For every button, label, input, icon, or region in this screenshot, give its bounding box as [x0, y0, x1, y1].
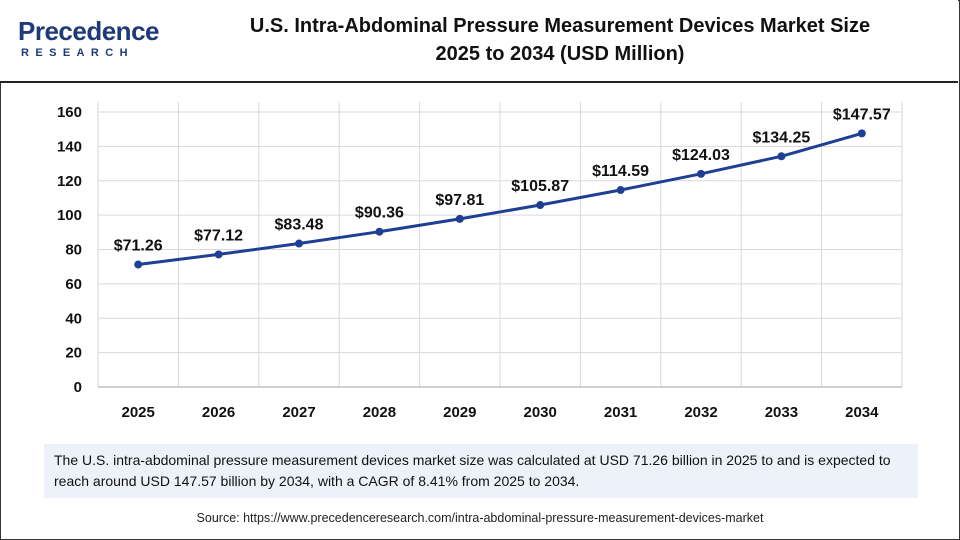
chart-title: U.S. Intra-Abdominal Pressure Measuremen…: [180, 12, 940, 68]
logo-letter-p: P: [18, 16, 35, 46]
data-point: [214, 250, 223, 259]
data-label: $97.81: [435, 192, 484, 209]
data-label: $124.03: [672, 147, 730, 164]
precedence-research-logo: Precedence RESEARCH: [18, 16, 163, 64]
logo-word-rest: recedence: [34, 16, 160, 46]
y-axis-tick-labels: 0 20 40 60 80 100 120 140 160: [57, 104, 82, 396]
data-point: [134, 260, 143, 269]
data-point: [857, 129, 866, 138]
x-tick-label: 2033: [765, 404, 798, 421]
y-tick-label: 80: [65, 242, 82, 259]
data-point: [777, 152, 786, 161]
grid-lines: [97, 102, 903, 387]
x-tick-label: 2030: [524, 404, 557, 421]
x-tick-label: 2029: [443, 404, 476, 421]
data-point: [616, 186, 625, 195]
data-label: $71.26: [114, 238, 163, 255]
data-label: $114.59: [592, 163, 649, 180]
x-tick-label: 2028: [363, 404, 396, 421]
chart-title-line1: U.S. Intra-Abdominal Pressure Measuremen…: [249, 15, 871, 37]
x-tick-label: 2031: [604, 404, 637, 421]
y-tick-label: 40: [65, 310, 82, 327]
data-label: $90.36: [355, 205, 404, 222]
y-tick-label: 120: [57, 173, 82, 190]
source-note: Source: https://www.precedenceresearch.c…: [196, 511, 764, 525]
data-point: [375, 227, 384, 236]
summary-text: The U.S. intra-abdominal pressure measur…: [54, 452, 891, 489]
y-tick-label: 60: [65, 276, 82, 293]
x-tick-label: 2026: [202, 404, 235, 421]
data-label: $147.57: [833, 106, 891, 123]
y-tick-label: 0: [74, 379, 82, 396]
x-axis-tick-labels: 2025 2026 2027 2028 2029 2030 2031 2032 2033 2034: [122, 404, 880, 421]
logo-wordmark: Precedence: [18, 16, 160, 46]
y-tick-label: 140: [57, 138, 82, 155]
data-points: [134, 129, 866, 269]
logo-subtitle: RESEARCH: [21, 47, 134, 59]
x-tick-label: 2025: [122, 404, 155, 421]
data-label: $105.87: [511, 178, 569, 195]
y-tick-label: 160: [57, 104, 82, 121]
y-tick-label: 100: [57, 207, 82, 224]
data-label: $77.12: [194, 227, 243, 244]
y-tick-label: 20: [65, 345, 82, 362]
data-point: [295, 239, 303, 248]
series-line-layer: [138, 131, 863, 266]
data-point: [697, 169, 705, 178]
data-label: $83.48: [275, 217, 324, 234]
x-tick-label: 2032: [684, 404, 717, 421]
data-point: [455, 214, 464, 223]
summary-box: The U.S. intra-abdominal pressure measur…: [44, 444, 918, 498]
series-line: [138, 131, 863, 266]
data-label: $134.25: [752, 129, 810, 146]
header: Precedence RESEARCH U.S. Intra-Abdominal…: [0, 0, 958, 83]
data-labels: $71.26 $77.12 $83.48 $90.36 $97.81 $105.87 $11…: [114, 106, 891, 254]
x-tick-label: 2027: [282, 404, 315, 421]
chart-title-line2: 2025 to 2034 (USD Million): [435, 43, 685, 65]
x-tick-label: 2034: [845, 404, 879, 421]
data-point: [536, 201, 545, 210]
